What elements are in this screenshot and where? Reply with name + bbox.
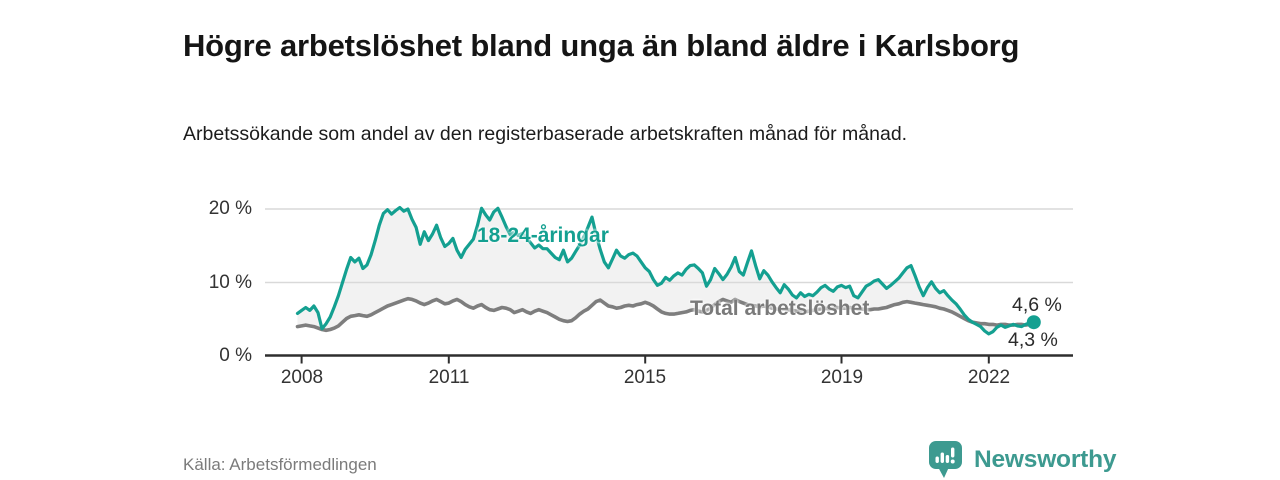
bar-chart-speech-bubble-icon (929, 441, 962, 478)
x-axis-ticks (300, 356, 990, 364)
page-title: Högre arbetslöshet bland unga än bland ä… (183, 27, 1020, 63)
y-axis-label-10: 10 % (208, 272, 252, 293)
x-tick-label-2015: 2015 (623, 367, 667, 388)
series-line-youth (295, 205, 1036, 336)
page-subtitle: Arbetssökande som andel av den registerb… (183, 122, 908, 145)
series-inline-label-youth: 18-24-åringar (477, 224, 609, 247)
x-tick-label-2019: 2019 (820, 367, 864, 388)
area-between-series (297, 207, 1034, 334)
y-axis-label-20: 20 % (208, 198, 252, 219)
series-line-total (295, 296, 1036, 333)
end-value-label-youth: 4,6 % (1012, 294, 1062, 316)
newsworthy-logo: Newsworthy (928, 440, 1117, 479)
newsworthy-logo-text: Newsworthy (974, 445, 1117, 473)
latest-value-dot (1026, 315, 1041, 330)
x-tick-label-2008: 2008 (280, 367, 324, 388)
x-tick-label-2011: 2011 (428, 367, 470, 388)
series-inline-label-total: Total arbetslöshet (690, 297, 870, 320)
source-text: Källa: Arbetsförmedlingen (183, 455, 377, 474)
y-axis-label-0: 0 % (219, 345, 252, 366)
end-value-label-total: 4,3 % (1008, 329, 1058, 351)
x-tick-label-2022: 2022 (967, 367, 1011, 388)
